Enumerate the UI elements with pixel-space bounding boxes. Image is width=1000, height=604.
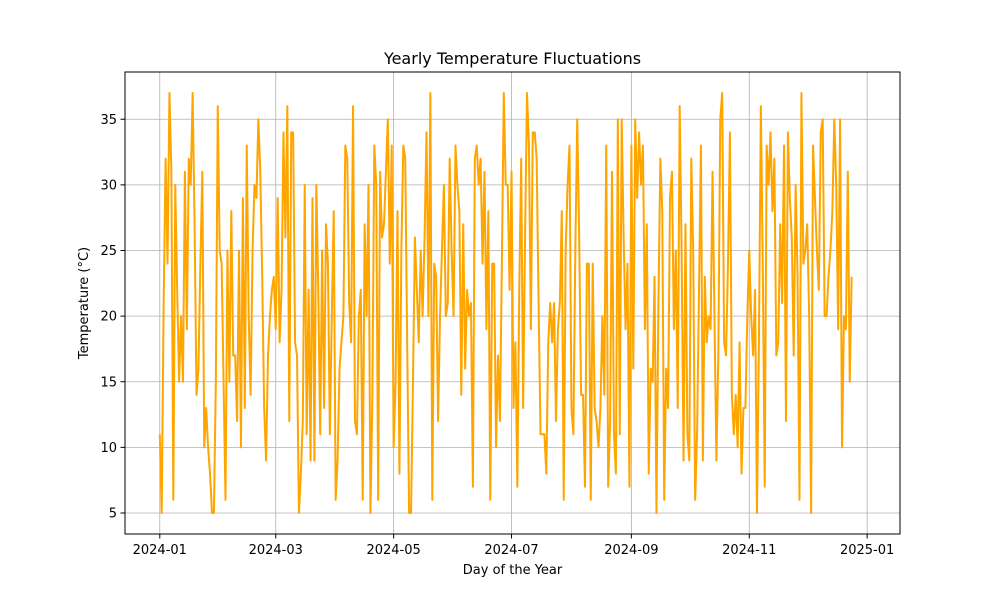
plot-frame <box>124 71 901 535</box>
y-tick-label: 20 <box>100 310 117 325</box>
series-layer <box>158 92 853 514</box>
x-tick-label: 2024-09 <box>604 543 658 558</box>
y-axis: 5 10 15 20 25 30 35 <box>100 113 125 522</box>
y-tick-label: 25 <box>100 244 117 259</box>
y-tick-label: 10 <box>100 441 117 456</box>
x-axis: 2024-01 2024-03 2024-05 2024-07 2024-09 2024-… <box>133 534 894 558</box>
y-tick-label: 30 <box>100 178 117 193</box>
x-tick-label: 2024-05 <box>366 543 420 558</box>
y-tick-label: 5 <box>109 507 117 522</box>
temperature-series-line <box>158 92 853 514</box>
x-tick-label: 2024-11 <box>722 543 776 558</box>
x-tick-label: 2024-03 <box>249 543 303 558</box>
x-tick-label: 2024-07 <box>484 543 538 558</box>
y-tick-label: 15 <box>100 375 117 390</box>
y-axis-label: Temperature (°C) <box>77 247 92 360</box>
x-axis-label: Day of the Year <box>463 563 563 578</box>
x-tick-label: 2025-01 <box>840 543 894 558</box>
x-tick-label: 2024-01 <box>133 543 187 558</box>
y-tick-label: 35 <box>100 113 117 128</box>
chart-title: Yearly Temperature Fluctuations <box>383 49 641 68</box>
